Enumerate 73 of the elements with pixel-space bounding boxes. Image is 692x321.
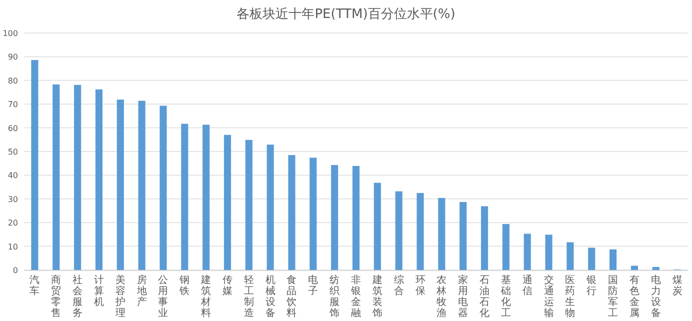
bar [245, 140, 252, 270]
x-tick-label: 基础化工 [500, 274, 511, 319]
x-tick-label: 汽车 [30, 274, 40, 297]
x-tick-label: 电力设备 [650, 274, 661, 319]
x-tick-label: 电子 [308, 274, 318, 297]
bar [588, 248, 596, 270]
y-tick-label: 10 [8, 242, 18, 252]
bar [181, 124, 188, 270]
x-tick-label: 食品饮料 [286, 274, 297, 319]
bar [224, 134, 232, 270]
bar [630, 266, 638, 270]
y-tick-label: 80 [8, 76, 18, 86]
y-tick-label: 50 [8, 148, 18, 156]
bar [610, 249, 617, 270]
bar [566, 242, 574, 270]
y-tick-label: 30 [8, 194, 18, 204]
bar [266, 144, 274, 270]
x-tick-label: 农林牧渔 [436, 275, 447, 319]
x-tick-label: 钢铁 [178, 275, 190, 297]
x-tick-label: 房地产 [136, 274, 147, 308]
y-tick-label: 100 [2, 29, 18, 38]
y-tick-label: 60 [8, 124, 18, 133]
x-tick-label: 美容护理 [114, 274, 126, 319]
bar [524, 234, 531, 270]
x-tick-label: 医药生物 [565, 275, 576, 319]
x-tick-label: 通信 [522, 274, 532, 297]
bar [288, 155, 296, 270]
x-tick-label: 国防军工 [608, 275, 618, 319]
bar [160, 106, 167, 270]
x-tick-label: 非银金融 [350, 274, 361, 319]
chart-title: 各板块近十年PE(TTM)百分位水平(%) [236, 7, 456, 22]
x-tick-label: 环保 [415, 275, 426, 297]
bar [202, 124, 210, 270]
x-tick-label: 有色金属 [629, 274, 640, 319]
x-tick-label: 建筑材料 [200, 274, 212, 319]
bar [480, 206, 488, 270]
x-tick-label: 建筑装饰 [371, 274, 382, 319]
bar [31, 60, 38, 270]
y-tick-label: 20 [8, 218, 18, 228]
x-tick-label: 社会服务 [72, 274, 83, 319]
x-tick-label: 银行 [586, 275, 597, 297]
x-tick-label: 商贸零售 [51, 274, 62, 319]
x-tick-label: 纺织服饰 [328, 274, 340, 319]
bar [545, 234, 552, 270]
y-tick-label: 40 [8, 171, 18, 180]
x-tick-label: 综合 [394, 274, 404, 297]
bar [374, 182, 381, 270]
bar [395, 191, 402, 270]
bar [652, 266, 660, 270]
bar [310, 158, 317, 270]
bar [331, 165, 338, 270]
x-tick-label: 家用电器 [458, 274, 468, 319]
bar [52, 84, 60, 270]
y-tick-label: 70 [8, 100, 18, 110]
x-tick-label: 煤炭 [672, 274, 682, 297]
bar [352, 166, 360, 270]
x-tick-label: 轻工制造 [244, 274, 254, 319]
bar [116, 100, 124, 270]
bar [438, 198, 446, 270]
bar [460, 202, 467, 270]
y-tick-label: 0 [12, 266, 18, 275]
x-tick-label: 传媒 [222, 275, 232, 297]
x-tick-label: 石油石化 [480, 275, 490, 319]
x-tick-label: 公用事业 [158, 274, 168, 319]
x-tick-label: 机械设备 [265, 274, 276, 319]
y-tick-label: 90 [8, 52, 18, 62]
bar [95, 89, 102, 270]
bar [416, 192, 424, 270]
x-tick-label: 交通运输 [544, 274, 554, 319]
bar [74, 84, 82, 270]
bar [138, 100, 146, 270]
bar [502, 224, 510, 270]
x-tick-label: 计算机 [94, 274, 104, 308]
